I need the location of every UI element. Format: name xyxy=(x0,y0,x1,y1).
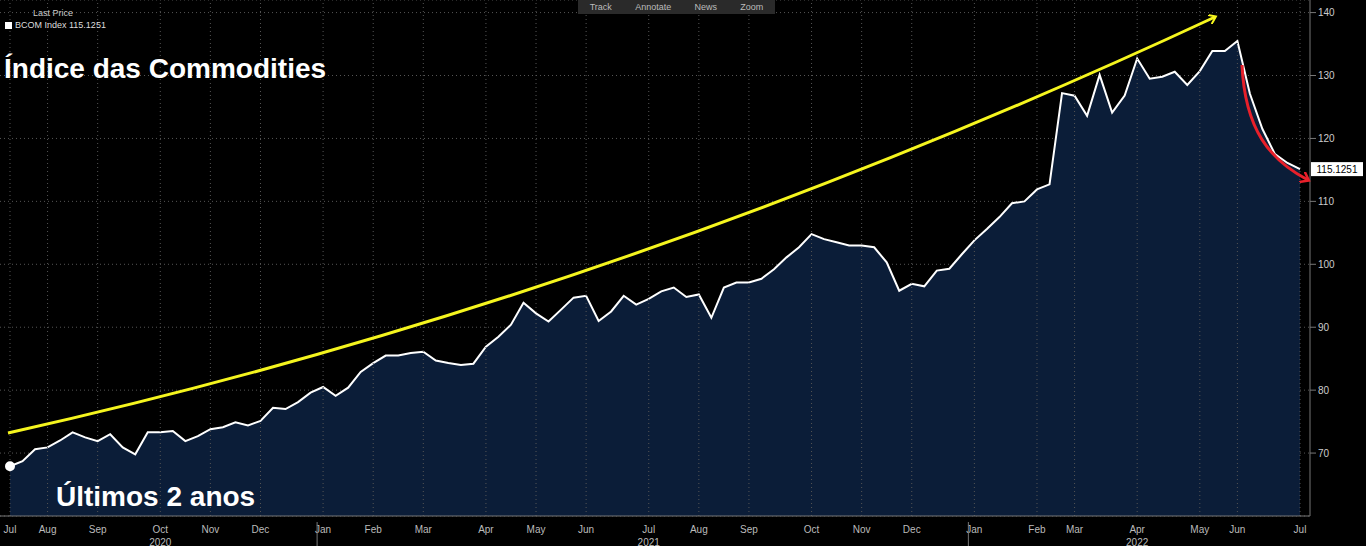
svg-text:Feb: Feb xyxy=(1028,524,1046,535)
svg-text:Dec: Dec xyxy=(252,524,270,535)
svg-text:Jun: Jun xyxy=(1229,524,1245,535)
svg-text:Oct: Oct xyxy=(804,524,820,535)
svg-text:Aug: Aug xyxy=(39,524,57,535)
svg-text:2021: 2021 xyxy=(638,537,661,546)
svg-text:Jul: Jul xyxy=(8,524,16,535)
svg-text:May: May xyxy=(527,524,546,535)
svg-text:Mar: Mar xyxy=(1066,524,1084,535)
svg-text:Oct: Oct xyxy=(153,524,169,535)
svg-text:80: 80 xyxy=(1318,385,1330,396)
html-text:Annotate: Annotate xyxy=(635,2,672,12)
svg-text:Feb: Feb xyxy=(365,524,383,535)
svg-text:Nov: Nov xyxy=(201,524,219,535)
svg-text:Nov: Nov xyxy=(853,524,871,535)
svg-text:70: 70 xyxy=(1318,448,1330,459)
svg-text:90: 90 xyxy=(1318,322,1330,333)
svg-text:130: 130 xyxy=(1318,70,1335,81)
svg-text:Mar: Mar xyxy=(415,524,433,535)
svg-text:120: 120 xyxy=(1318,133,1335,144)
svg-text:Sep: Sep xyxy=(740,524,758,535)
svg-text:Jan: Jan xyxy=(966,524,983,535)
svg-text:Jul: Jul xyxy=(642,524,655,535)
svg-text:Sep: Sep xyxy=(89,524,107,535)
html-text:News: News xyxy=(694,2,717,12)
html-text:Last Price: Last Price xyxy=(33,8,73,18)
svg-text:Apr: Apr xyxy=(1129,524,1145,535)
html-text:BCOM Index 115.1251: BCOM Index 115.1251 xyxy=(15,20,106,30)
svg-text:Dec: Dec xyxy=(903,524,921,535)
svg-text:Jul: Jul xyxy=(1294,524,1307,535)
svg-text:Jun: Jun xyxy=(578,524,594,535)
html-text:Últimos 2 anos: Últimos 2 anos xyxy=(56,481,256,512)
svg-text:2022: 2022 xyxy=(1126,537,1149,546)
svg-text:May: May xyxy=(1190,524,1209,535)
svg-text:2020: 2020 xyxy=(149,537,172,546)
svg-text:Jan: Jan xyxy=(315,524,332,535)
html-text:Track: Track xyxy=(589,2,612,12)
svg-text:Apr: Apr xyxy=(478,524,494,535)
svg-text:100: 100 xyxy=(1318,259,1335,270)
svg-text:110: 110 xyxy=(1318,196,1334,207)
svg-text:140: 140 xyxy=(1318,7,1335,18)
svg-text:115.1251: 115.1251 xyxy=(1317,164,1358,175)
html-text:Índice das Commodities: Índice das Commodities xyxy=(4,53,327,84)
html-text:Zoom: Zoom xyxy=(740,2,764,12)
svg-text:Aug: Aug xyxy=(690,524,708,535)
